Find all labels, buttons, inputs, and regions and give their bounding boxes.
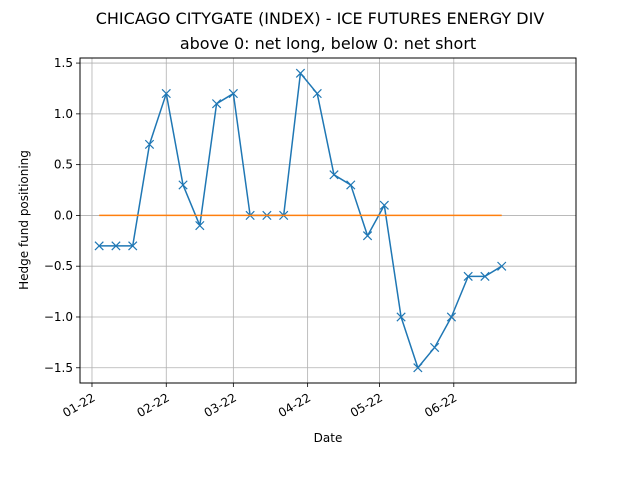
marker-stroke	[379, 200, 389, 210]
chart-title: CHICAGO CITYGATE (INDEX) - ICE FUTURES E…	[96, 9, 545, 28]
marker-stroke	[346, 180, 356, 190]
data-point-marker	[463, 271, 473, 281]
y-tick-label: −0.5	[44, 259, 73, 273]
marker-stroke	[195, 220, 205, 231]
data-point-marker	[295, 68, 306, 78]
data-point-marker	[144, 139, 155, 149]
data-point-marker	[161, 88, 171, 99]
data-point-marker	[430, 342, 440, 353]
marker-stroke	[497, 261, 507, 271]
data-point-marker	[497, 261, 507, 271]
y-tick-label: −1.5	[44, 361, 73, 375]
x-tick-label: 03-22	[202, 390, 239, 420]
marker-stroke	[312, 88, 322, 99]
marker-stroke	[228, 88, 238, 99]
y-tick-label: 0.5	[54, 158, 73, 172]
data-point-marker	[329, 170, 339, 180]
axis-ticks: 01-22 02-22 03-22 04-22 05-22 06-22 1.5 1.0 0.5 0…	[44, 56, 459, 420]
data-point-marker	[228, 88, 238, 99]
x-axis-label: Date	[314, 431, 343, 445]
data-point-marker	[446, 312, 457, 322]
y-tick-label: 0.0	[54, 208, 73, 222]
marker-stroke	[128, 241, 138, 251]
data-point-marker	[396, 312, 406, 322]
marker-stroke	[413, 363, 423, 373]
marker-stroke	[329, 170, 339, 180]
marker-stroke	[211, 99, 222, 109]
x-tick-label: 05-22	[348, 390, 385, 420]
marker-stroke	[144, 139, 155, 149]
x-tick-label: 06-22	[422, 390, 459, 420]
marker-stroke	[480, 271, 490, 281]
marker-stroke	[94, 241, 104, 251]
data-point-marker	[111, 241, 121, 251]
marker-stroke	[178, 180, 188, 190]
series-0-line	[99, 72, 503, 369]
series-layer	[94, 68, 507, 373]
marker-stroke	[430, 342, 440, 353]
data-point-marker	[195, 220, 205, 231]
grid-lines	[80, 58, 576, 383]
marker-stroke	[362, 231, 373, 241]
marker-stroke	[396, 312, 406, 322]
y-axis-label: Hedge fund positioning	[17, 150, 31, 290]
x-tick-label: 04-22	[276, 390, 313, 420]
y-tick-label: −1.0	[44, 310, 73, 324]
x-tick-label: 02-22	[135, 390, 172, 420]
y-tick-label: 1.0	[54, 107, 73, 121]
y-tick-label: 1.5	[54, 56, 73, 70]
data-point-marker	[312, 88, 322, 99]
data-point-marker	[480, 271, 490, 281]
data-point-marker	[128, 241, 138, 251]
marker-stroke	[446, 312, 457, 322]
marker-stroke	[463, 271, 473, 281]
data-point-marker	[362, 231, 373, 241]
marker-stroke	[161, 88, 171, 99]
x-tick-label: 01-22	[60, 390, 97, 420]
data-point-marker	[211, 99, 222, 109]
data-point-marker	[346, 180, 356, 190]
data-point-marker	[94, 241, 104, 251]
data-point-marker	[379, 200, 389, 210]
data-point-marker	[413, 363, 423, 373]
plot-frame	[79, 57, 577, 384]
marker-stroke	[295, 68, 306, 78]
marker-stroke	[111, 241, 121, 251]
data-point-marker	[178, 180, 188, 190]
chart-subtitle: above 0: net long, below 0: net short	[180, 34, 476, 53]
